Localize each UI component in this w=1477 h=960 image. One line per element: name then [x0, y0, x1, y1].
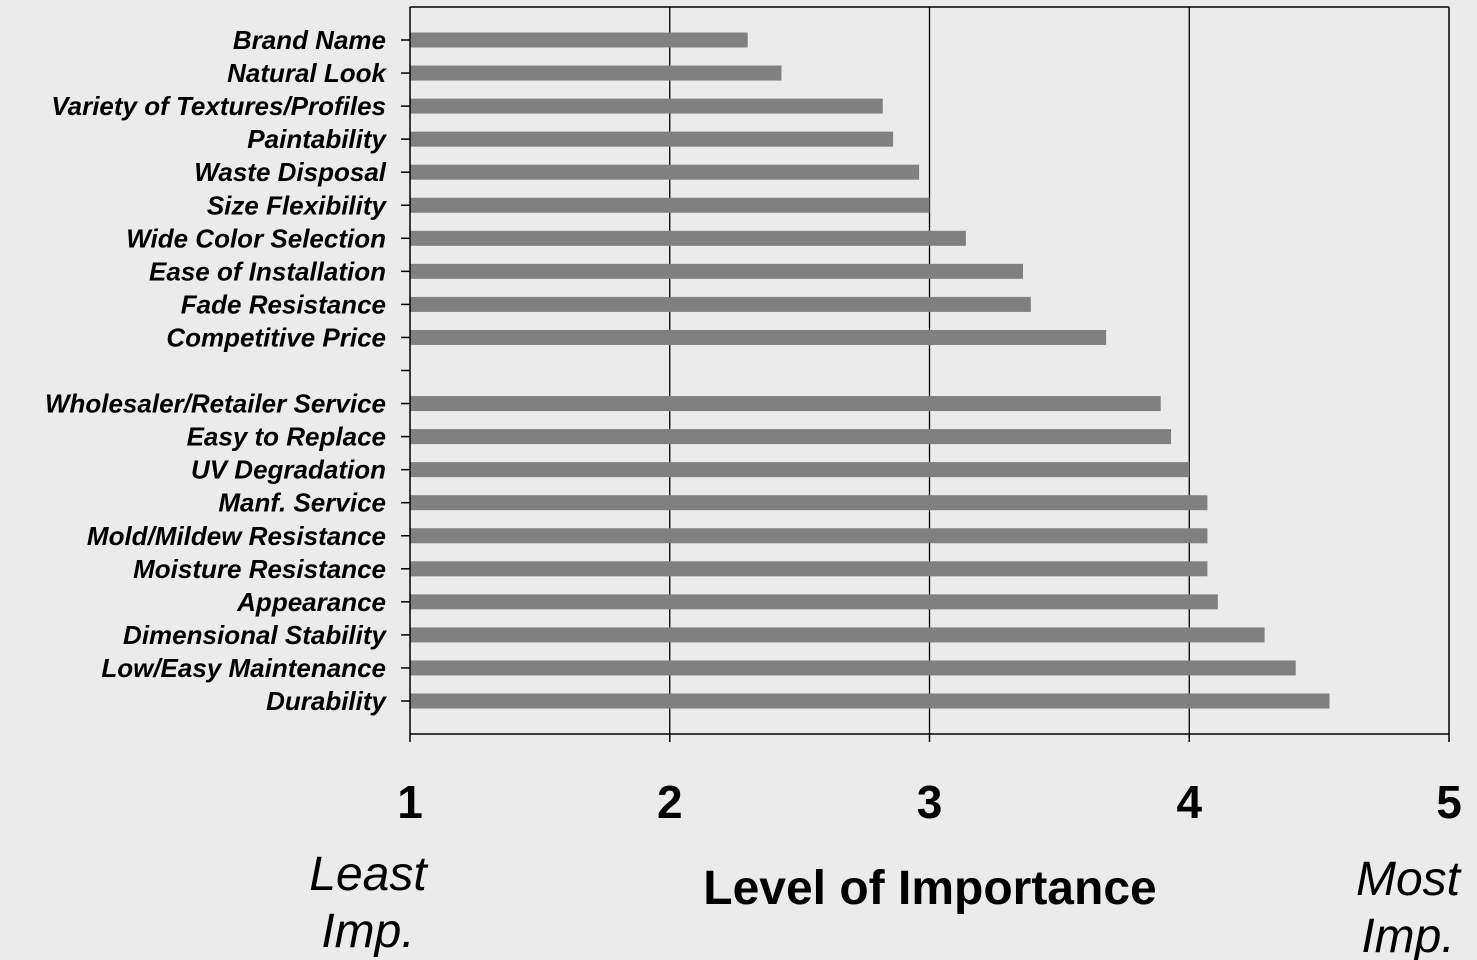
category-label: Wide Color Selection [126, 223, 386, 253]
most-label: Most [1356, 853, 1462, 906]
bar [410, 296, 1031, 312]
bar [410, 131, 894, 147]
bar [410, 197, 930, 213]
x-tick-label: 2 [657, 776, 683, 828]
bar [410, 230, 966, 246]
bar [410, 660, 1296, 676]
bar [410, 263, 1024, 279]
category-label: Mold/Mildew Resistance [87, 521, 386, 551]
bar [410, 65, 782, 81]
bar [410, 693, 1330, 709]
bar [410, 32, 748, 48]
category-label: Moisture Resistance [133, 554, 386, 584]
bar [410, 495, 1208, 511]
category-label: Competitive Price [166, 322, 386, 352]
x-tick-label: 1 [397, 776, 423, 828]
bar [410, 627, 1265, 643]
category-label: Easy to Replace [187, 422, 386, 452]
category-label: Fade Resistance [181, 289, 386, 319]
category-label: Paintability [247, 124, 387, 154]
x-tick-label: 5 [1436, 776, 1462, 828]
bar [410, 164, 920, 180]
bar [410, 528, 1208, 544]
category-label: Dimensional Stability [123, 620, 387, 650]
gridlines [669, 7, 1190, 734]
bar [410, 329, 1107, 345]
category-label: Ease of Installation [149, 256, 386, 286]
axes [401, 6, 1450, 742]
category-label: Appearance [236, 587, 386, 617]
category-label: Wholesaler/Retailer Service [45, 389, 386, 419]
bar [410, 561, 1208, 577]
most-imp-label: Imp. [1361, 910, 1454, 960]
category-label: UV Degradation [191, 455, 386, 485]
category-label: Waste Disposal [194, 157, 386, 187]
bar [410, 462, 1190, 478]
category-label: Natural Look [227, 58, 387, 88]
least-label: Least [309, 848, 428, 901]
bar [410, 429, 1172, 445]
x-tick-label: 3 [917, 776, 943, 828]
category-label: Low/Easy Maintenance [101, 653, 386, 683]
category-label: Size Flexibility [207, 190, 388, 220]
bar [410, 396, 1161, 412]
bars [410, 32, 1330, 709]
bar [410, 594, 1218, 610]
category-label: Brand Name [233, 25, 386, 55]
x-tick-label: 4 [1176, 776, 1202, 828]
category-label: Manf. Service [218, 488, 386, 518]
least-imp-label: Imp. [321, 905, 414, 958]
bar [410, 98, 883, 114]
category-label: Durability [266, 686, 387, 716]
x-tick-labels: 1 2 3 4 5 [397, 776, 1462, 828]
category-label: Variety of Textures/Profiles [51, 91, 386, 121]
x-axis-title: Level of Importance [703, 862, 1156, 915]
